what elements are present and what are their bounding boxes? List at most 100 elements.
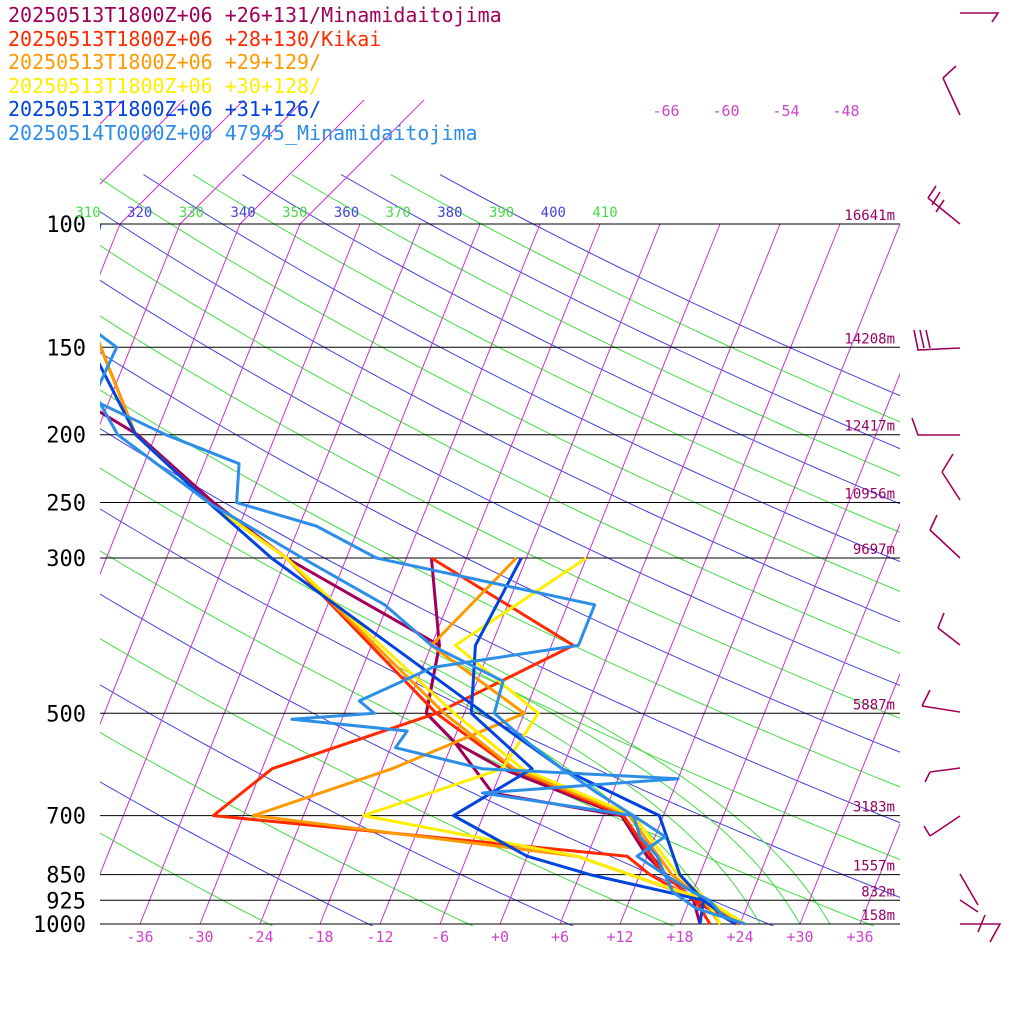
isotherm-line bbox=[980, 224, 1024, 924]
x-tick-label: -36 bbox=[126, 928, 153, 946]
moist-adiabat-line bbox=[453, 659, 801, 925]
isotherm-line bbox=[679, 372, 900, 925]
axis-labels: 100 16641m 150 14208m 200 12417m 250 10956m 300 9… bbox=[33, 102, 895, 946]
wind-barb bbox=[960, 914, 1002, 943]
pressure-label: 250 bbox=[46, 492, 86, 517]
isotherm-line bbox=[199, 223, 481, 925]
isotherm-line bbox=[859, 822, 900, 925]
theta-label: 380 bbox=[437, 205, 462, 221]
dry-adiabat-line bbox=[100, 427, 900, 824]
isobars bbox=[100, 223, 900, 925]
dry-adiabat-line bbox=[100, 177, 900, 592]
pressure-label: 300 bbox=[46, 547, 86, 572]
isotherm-line bbox=[619, 223, 900, 925]
x-tick-label: +24 bbox=[726, 928, 753, 946]
theta-label: 360 bbox=[334, 205, 359, 221]
theta-label: 410 bbox=[592, 205, 617, 221]
dry-adiabat-line bbox=[100, 731, 475, 926]
isotherm-line bbox=[119, 100, 245, 225]
wind-barb bbox=[927, 185, 961, 225]
dry-adiabat-line bbox=[439, 174, 900, 397]
x-tick-label: -18 bbox=[306, 928, 333, 946]
dry-adiabat-line bbox=[100, 279, 900, 686]
height-label: 12417m bbox=[844, 419, 895, 435]
isotherm-line bbox=[139, 223, 421, 925]
pressure-label: 925 bbox=[46, 889, 86, 914]
dry-adiabat-line bbox=[100, 832, 274, 926]
isotherm-line bbox=[739, 522, 900, 925]
dry-adiabat-line bbox=[143, 174, 900, 563]
wind-barb bbox=[941, 453, 961, 501]
x-tick-label: +30 bbox=[786, 928, 813, 946]
legend-entry: 20250513T1800Z+06 +30+128/ bbox=[8, 73, 322, 98]
isotherm-line bbox=[799, 672, 900, 925]
moist-adiabat-line bbox=[479, 659, 831, 925]
dry-adiabat-line bbox=[100, 638, 675, 926]
pressure-label: 700 bbox=[46, 805, 86, 830]
wind-barb bbox=[913, 329, 961, 351]
isotherm-line bbox=[239, 100, 365, 225]
isotherm-line bbox=[100, 223, 241, 576]
x-tick-label: -24 bbox=[246, 928, 273, 946]
temperature-profile-line bbox=[100, 224, 736, 926]
isotherm-line bbox=[499, 223, 781, 925]
x-tick-label: +6 bbox=[551, 928, 569, 946]
legend-entry: 20250513T1800Z+06 +31+126/ bbox=[8, 97, 322, 122]
x-tick-label: -12 bbox=[366, 928, 393, 946]
isotherms bbox=[100, 100, 1024, 925]
height-label: 14208m bbox=[844, 331, 895, 347]
isotherm-label: -66 bbox=[652, 102, 679, 120]
dry-adiabat-line bbox=[192, 174, 900, 533]
temperature-profile-line bbox=[100, 333, 746, 926]
theta-label: 310 bbox=[75, 205, 100, 221]
wind-barb bbox=[921, 689, 961, 713]
theta-label: 400 bbox=[541, 205, 566, 221]
pressure-label: 200 bbox=[46, 424, 86, 449]
theta-label: 340 bbox=[230, 205, 255, 221]
isotherm-line bbox=[179, 100, 305, 225]
dry-adiabat-line bbox=[100, 389, 900, 788]
wind-barb bbox=[923, 815, 961, 837]
x-tick-label: +0 bbox=[491, 928, 509, 946]
isotherm-line bbox=[299, 100, 425, 225]
dry-adiabat-line bbox=[100, 244, 900, 654]
wind-barb bbox=[959, 873, 979, 913]
isotherm-line bbox=[100, 100, 185, 185]
height-label: 10956m bbox=[844, 487, 895, 503]
wind-barb bbox=[929, 514, 961, 559]
isotherm-line bbox=[920, 224, 1024, 924]
wind-barb bbox=[942, 65, 961, 116]
height-label: 1557m bbox=[853, 859, 895, 875]
wind-barb bbox=[960, 12, 1000, 23]
theta-label: 390 bbox=[489, 205, 514, 221]
chart-legend: 20250513T1800Z+06 +26+131/Minamidaitojim… bbox=[8, 3, 502, 146]
theta-label: 320 bbox=[127, 205, 152, 221]
dry-adiabat-line bbox=[100, 550, 875, 926]
height-label: 832m bbox=[861, 884, 895, 900]
dry-adiabat-line bbox=[100, 508, 900, 898]
isotherm-line bbox=[100, 223, 301, 726]
height-label: 3183m bbox=[853, 800, 895, 816]
height-label: 9697m bbox=[853, 542, 895, 558]
legend-entry: 20250513T1800Z+06 +26+131/Minamidaitojim… bbox=[8, 3, 502, 27]
dewpoint-profile-line bbox=[361, 556, 722, 925]
dry-adiabat-line bbox=[242, 174, 900, 505]
dry-adiabat-line bbox=[100, 211, 900, 623]
isotherm-line bbox=[259, 223, 541, 925]
theta-label: 330 bbox=[179, 205, 204, 221]
isotherm-label: -54 bbox=[772, 102, 799, 120]
wind-barbs bbox=[911, 12, 1002, 943]
pressure-label: 500 bbox=[46, 702, 86, 727]
dry-adiabat-line bbox=[100, 781, 374, 926]
isotherm-line bbox=[100, 223, 181, 426]
sounding-profiles bbox=[100, 224, 746, 926]
isotherm-line bbox=[100, 223, 361, 876]
isotherm-label: -60 bbox=[712, 102, 739, 120]
dry-adiabat-line bbox=[100, 684, 575, 926]
pressure-label: 850 bbox=[46, 864, 86, 889]
legend-entry: 20250514T0000Z+00 47945_Minamidaitojima bbox=[8, 120, 478, 145]
dewpoint-profile-line bbox=[100, 401, 746, 926]
x-tick-label: -6 bbox=[431, 928, 449, 946]
dry-adiabat-line bbox=[100, 315, 900, 719]
